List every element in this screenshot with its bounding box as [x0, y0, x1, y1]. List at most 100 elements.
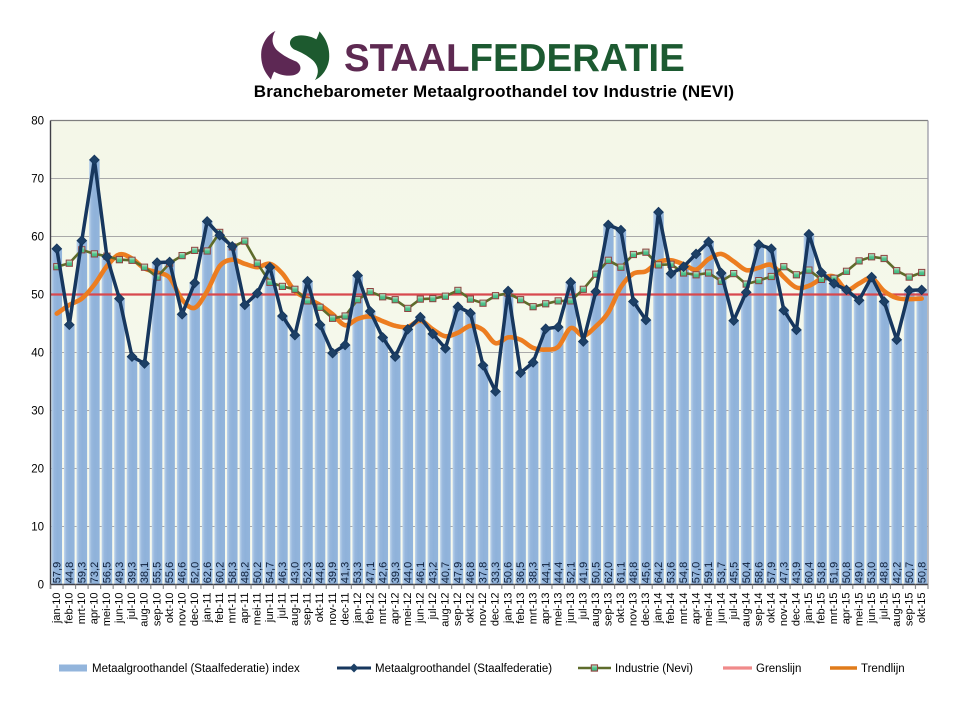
svg-text:43,9: 43,9: [791, 562, 803, 583]
svg-text:sep-14: sep-14: [753, 593, 765, 627]
svg-text:50: 50: [31, 290, 44, 302]
svg-text:Branchebarometer Metaalgrootha: Branchebarometer Metaalgroothandel tov I…: [254, 82, 734, 101]
svg-text:60,2: 60,2: [214, 562, 226, 583]
svg-text:46,1: 46,1: [415, 562, 427, 583]
svg-text:dec-13: dec-13: [640, 593, 652, 627]
svg-text:jan-15: jan-15: [803, 593, 815, 625]
svg-text:feb-11: feb-11: [214, 593, 226, 623]
svg-text:aug-11: aug-11: [289, 593, 301, 626]
svg-text:41,9: 41,9: [578, 562, 590, 583]
svg-text:feb-14: feb-14: [665, 593, 677, 624]
svg-text:jun-15: jun-15: [866, 593, 878, 625]
svg-text:aug-15: aug-15: [891, 593, 903, 627]
svg-text:48,8: 48,8: [879, 562, 891, 583]
svg-text:nov-11: nov-11: [327, 593, 339, 626]
svg-text:42,6: 42,6: [377, 562, 389, 583]
svg-text:Metaalgroothandel (Staalfedera: Metaalgroothandel (Staalfederatie): [375, 663, 552, 675]
svg-text:51,9: 51,9: [829, 562, 841, 583]
svg-text:aug-14: aug-14: [740, 593, 752, 627]
svg-text:jul-10: jul-10: [126, 593, 138, 621]
svg-text:okt-11: okt-11: [314, 593, 326, 623]
svg-text:50,5: 50,5: [590, 562, 602, 583]
svg-text:55,5: 55,5: [152, 562, 164, 583]
svg-text:dec-12: dec-12: [490, 593, 502, 627]
svg-text:47,1: 47,1: [365, 562, 377, 583]
svg-text:37,8: 37,8: [478, 562, 490, 583]
svg-text:52,3: 52,3: [302, 562, 314, 583]
svg-text:apr-11: apr-11: [239, 593, 251, 624]
svg-text:50,4: 50,4: [741, 562, 753, 583]
svg-text:57,0: 57,0: [691, 562, 703, 583]
svg-text:okt-15: okt-15: [916, 593, 928, 624]
svg-text:58,3: 58,3: [227, 562, 239, 583]
svg-text:43,2: 43,2: [427, 562, 439, 583]
svg-text:47,9: 47,9: [453, 562, 465, 583]
svg-text:jul-12: jul-12: [427, 593, 439, 621]
svg-text:53,6: 53,6: [666, 562, 678, 583]
svg-text:mrt-13: mrt-13: [527, 593, 539, 625]
svg-text:53,0: 53,0: [866, 562, 878, 583]
svg-text:okt-14: okt-14: [766, 593, 778, 624]
svg-text:jun-14: jun-14: [715, 593, 727, 625]
svg-text:okt-12: okt-12: [465, 593, 477, 624]
svg-text:58,6: 58,6: [753, 562, 765, 583]
svg-text:53,3: 53,3: [352, 562, 364, 583]
svg-text:46,8: 46,8: [465, 562, 477, 583]
svg-text:40: 40: [31, 348, 44, 360]
svg-text:apr-13: apr-13: [540, 593, 552, 625]
svg-text:36,5: 36,5: [515, 562, 527, 583]
svg-text:59,3: 59,3: [76, 562, 88, 583]
svg-text:Industrie (Nevi): Industrie (Nevi): [615, 663, 693, 675]
svg-text:56,5: 56,5: [102, 562, 114, 583]
svg-text:50,6: 50,6: [503, 562, 515, 583]
svg-text:apr-10: apr-10: [89, 593, 101, 625]
svg-text:dec-11: dec-11: [339, 593, 351, 626]
svg-text:mrt-12: mrt-12: [377, 593, 389, 625]
svg-text:apr-15: apr-15: [841, 593, 853, 625]
svg-text:jun-13: jun-13: [565, 593, 577, 625]
svg-text:47,3: 47,3: [778, 562, 790, 583]
svg-text:Metaalgroothandel (Staalfedera: Metaalgroothandel (Staalfederatie) index: [92, 663, 300, 675]
svg-text:38,3: 38,3: [528, 562, 540, 583]
svg-text:38,1: 38,1: [139, 562, 151, 583]
svg-text:jan-13: jan-13: [502, 593, 514, 625]
svg-text:57,9: 57,9: [51, 562, 63, 583]
svg-text:jul-15: jul-15: [878, 593, 890, 621]
svg-text:46,6: 46,6: [177, 562, 189, 583]
svg-text:54,8: 54,8: [678, 562, 690, 583]
svg-text:mei-14: mei-14: [703, 593, 715, 627]
svg-text:49,0: 49,0: [854, 562, 866, 583]
svg-text:30: 30: [31, 406, 44, 418]
svg-text:44,0: 44,0: [402, 562, 414, 583]
svg-text:dec-10: dec-10: [189, 593, 201, 627]
svg-text:44,8: 44,8: [64, 562, 76, 583]
svg-text:44,4: 44,4: [553, 562, 565, 583]
svg-text:46,3: 46,3: [277, 562, 289, 583]
svg-text:jul-14: jul-14: [728, 593, 740, 621]
svg-text:sep-10: sep-10: [151, 593, 163, 627]
svg-text:mei-10: mei-10: [101, 593, 113, 627]
svg-text:61,1: 61,1: [616, 562, 628, 583]
svg-text:45,6: 45,6: [641, 562, 653, 583]
svg-text:jun-11: jun-11: [264, 593, 276, 624]
svg-text:60: 60: [31, 232, 44, 244]
svg-text:aug-12: aug-12: [440, 593, 452, 627]
svg-text:20: 20: [31, 464, 44, 476]
svg-text:50,2: 50,2: [252, 562, 264, 583]
svg-text:49,3: 49,3: [114, 562, 126, 583]
svg-text:dec-14: dec-14: [791, 593, 803, 627]
svg-text:52,0: 52,0: [189, 562, 201, 583]
svg-text:sep-11: sep-11: [302, 593, 314, 626]
svg-text:64,2: 64,2: [653, 562, 665, 583]
svg-text:10: 10: [31, 522, 44, 534]
svg-text:nov-12: nov-12: [477, 593, 489, 627]
svg-text:okt-10: okt-10: [164, 593, 176, 624]
svg-text:60,4: 60,4: [804, 562, 816, 583]
svg-text:57,9: 57,9: [766, 562, 778, 583]
svg-text:mrt-10: mrt-10: [76, 593, 88, 625]
svg-text:53,8: 53,8: [816, 562, 828, 583]
svg-text:jan-10: jan-10: [51, 593, 63, 625]
svg-text:39,9: 39,9: [327, 562, 339, 583]
svg-text:mrt-11: mrt-11: [227, 593, 239, 624]
svg-text:54,7: 54,7: [265, 562, 277, 583]
